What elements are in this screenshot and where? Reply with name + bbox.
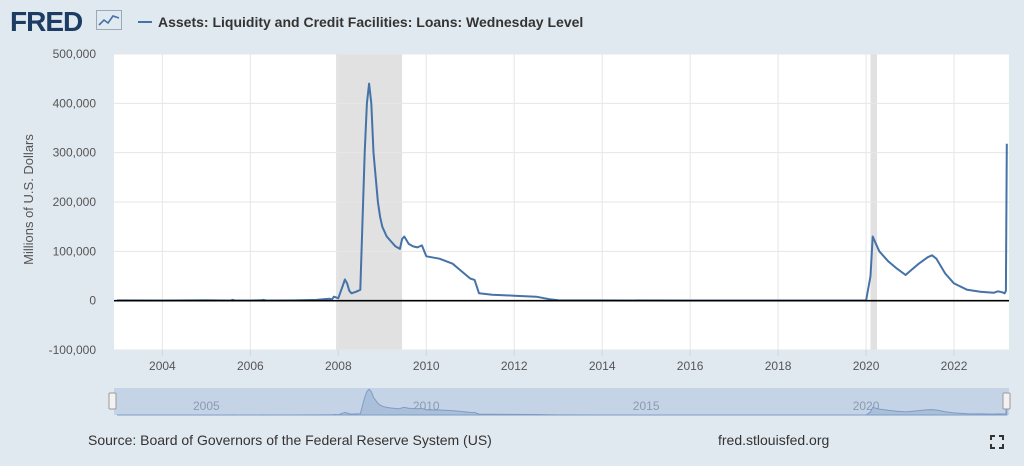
x-tick-label: 2018 — [765, 359, 792, 373]
chart-header: FRED Assets: Liquidity and Credit Facili… — [0, 0, 1024, 44]
x-tick-label: 2022 — [941, 359, 968, 373]
y-tick-label: 0 — [89, 294, 96, 308]
x-tick-label: 2010 — [413, 359, 440, 373]
y-tick-label: 400,000 — [53, 96, 97, 110]
source-url[interactable]: fred.stlouisfed.org — [718, 432, 830, 448]
y-tick-label: -100,000 — [49, 343, 97, 357]
x-tick-label: 2016 — [677, 359, 704, 373]
fullscreen-icon[interactable] — [990, 435, 1004, 449]
x-tick-label: 2006 — [237, 359, 264, 373]
legend-label: Assets: Liquidity and Credit Facilities:… — [158, 14, 584, 30]
navigator-handle-right[interactable] — [1002, 392, 1011, 410]
x-axis-ticks: 2004 2006 2008 2010 2012 2014 2016 2018 2020 2022 — [149, 350, 968, 373]
x-tick-label: 2004 — [149, 359, 176, 373]
x-tick-label: 2012 — [501, 359, 528, 373]
y-tick-label: 500,000 — [53, 47, 97, 61]
legend[interactable]: Assets: Liquidity and Credit Facilities:… — [138, 14, 583, 30]
y-tick-label: 100,000 — [53, 244, 97, 258]
navigator-handle-left[interactable] — [108, 392, 117, 410]
fred-logo[interactable]: FRED — [10, 6, 83, 37]
chart-line-icon — [96, 10, 122, 30]
y-axis-label: Millions of U.S. Dollars — [20, 134, 36, 265]
x-tick-label: 2008 — [325, 359, 352, 373]
navigator-track — [114, 388, 1009, 415]
source-text: Source: Board of Governors of the Federa… — [88, 432, 492, 448]
y-tick-label: 200,000 — [53, 195, 97, 209]
navigator-series — [117, 388, 1008, 416]
x-tick-label: 2020 — [853, 359, 880, 373]
y-tick-label: 300,000 — [53, 146, 97, 160]
navigator-label: 2015 — [633, 399, 660, 413]
legend-swatch — [138, 21, 152, 23]
series-line — [117, 82, 1008, 302]
x-tick-label: 2014 — [589, 359, 616, 373]
y-axis-ticks: -100,000 0 100,000 200,000 300,000 400,000 500… — [49, 47, 97, 357]
navigator-label: 2005 — [193, 399, 220, 413]
